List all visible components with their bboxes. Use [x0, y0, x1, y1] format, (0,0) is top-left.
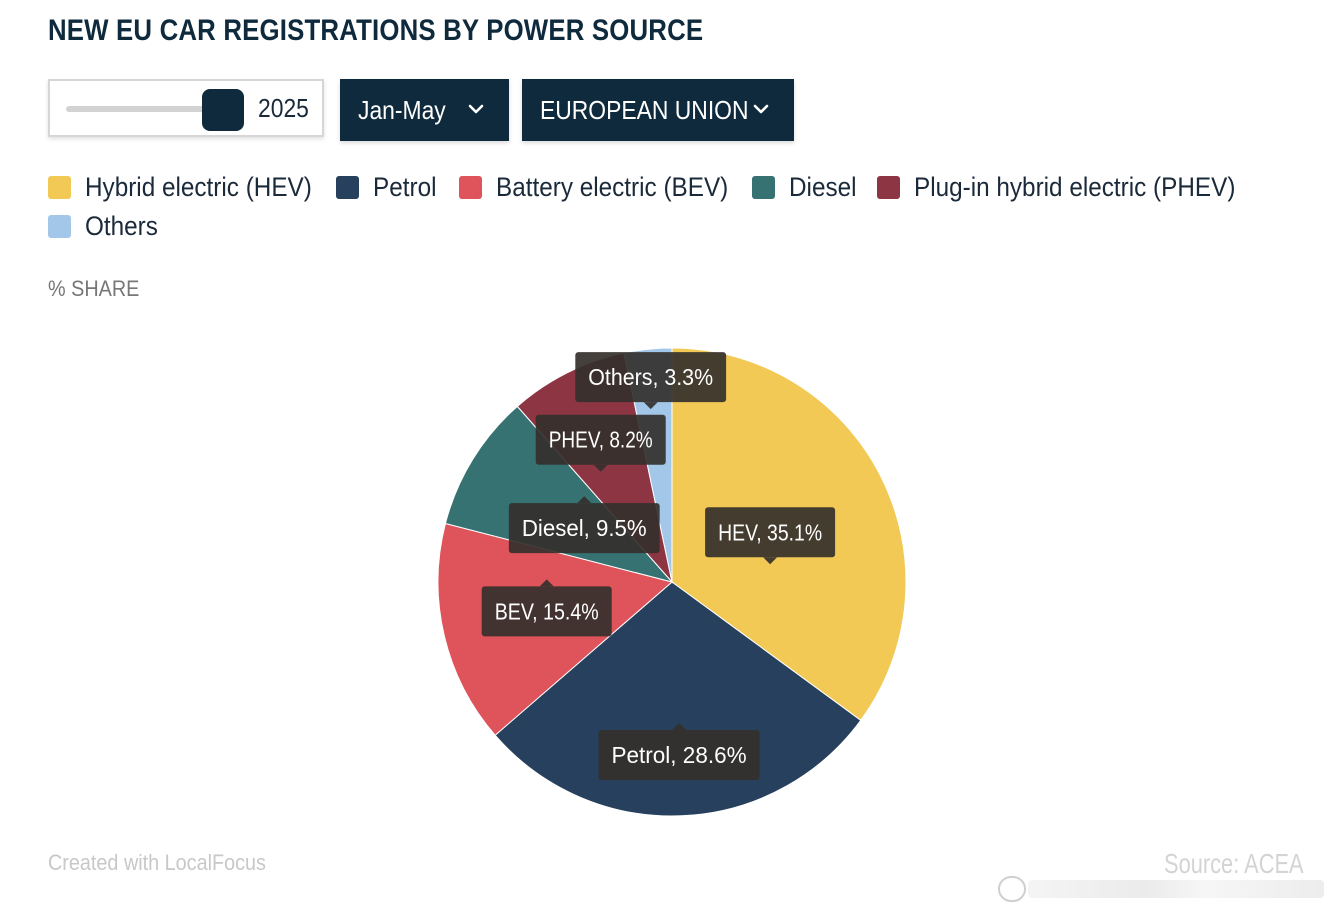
credit-text: Created with LocalFocus	[48, 850, 266, 875]
legend-item-others[interactable]: Others	[48, 211, 166, 242]
data-label-box	[508, 503, 660, 554]
data-label-pointer	[577, 496, 592, 504]
data-label-pointer	[643, 402, 658, 410]
data-label-pointer	[672, 723, 687, 731]
data-label-box	[535, 414, 666, 465]
legend-item-petrol[interactable]: Petrol	[336, 172, 444, 203]
legend-swatch	[459, 176, 482, 199]
year-slider[interactable]: 2025	[48, 79, 324, 137]
data-label-text: PHEV, 8.2%	[549, 427, 653, 453]
chevron-down-icon	[753, 104, 769, 114]
unit-label: % SHARE	[48, 276, 140, 301]
legend-swatch	[752, 176, 775, 199]
chart-title: NEW EU CAR REGISTRATIONS BY POWER SOURCE	[48, 14, 704, 47]
data-label-pointer	[763, 557, 778, 565]
legend-item-phev[interactable]: Plug-in hybrid electric (PHEV)	[877, 172, 1271, 203]
period-dropdown-label: Jan-May	[358, 94, 446, 125]
data-label-box	[705, 507, 836, 558]
slider-thumb[interactable]	[202, 89, 244, 131]
period-dropdown[interactable]: Jan-May	[340, 79, 509, 141]
legend-label: Plug-in hybrid electric (PHEV)	[914, 172, 1236, 202]
legend-swatch	[48, 215, 71, 238]
data-label-pointer	[593, 464, 608, 472]
legend-item-hev[interactable]: Hybrid electric (HEV)	[48, 172, 337, 203]
data-label-text: Petrol, 28.6%	[611, 742, 746, 768]
legend-swatch	[877, 176, 900, 199]
legend-item-diesel[interactable]: Diesel	[752, 172, 864, 203]
data-label-box	[481, 586, 612, 637]
legend-item-bev[interactable]: Battery electric (BEV)	[459, 172, 754, 203]
data-label-others: Others, 3.3%	[575, 352, 727, 410]
data-label-text: Diesel, 9.5%	[522, 515, 647, 541]
legend-swatch	[48, 176, 71, 199]
year-value: 2025	[258, 93, 309, 123]
data-label-phev: PHEV, 8.2%	[535, 414, 666, 472]
legend-label: Battery electric (BEV)	[496, 172, 729, 202]
data-label-diesel: Diesel, 9.5%	[508, 496, 660, 554]
slider-track[interactable]	[66, 106, 226, 112]
legend-label: Petrol	[373, 172, 437, 202]
region-dropdown-label: EUROPEAN UNION	[540, 94, 749, 125]
source-text: Source: ACEA	[1164, 848, 1304, 879]
chevron-down-icon	[468, 104, 484, 114]
data-label-text: BEV, 15.4%	[495, 598, 599, 624]
toggle-icon[interactable]	[998, 876, 1026, 902]
pie-slice-petrol[interactable]	[494, 581, 862, 817]
legend-swatch	[336, 176, 359, 199]
pie-data-labels: HEV, 35.1% Petrol, 28.6% BEV, 15.4% Diesel,…	[481, 352, 836, 781]
data-label-text: Others, 3.3%	[588, 364, 713, 390]
data-label-petrol: Petrol, 28.6%	[598, 723, 760, 781]
data-label-box	[575, 352, 727, 403]
data-label-pointer	[539, 579, 554, 587]
data-label-bev: BEV, 15.4%	[481, 579, 612, 637]
data-label-box	[598, 730, 760, 781]
legend-label: Diesel	[789, 172, 857, 202]
data-label-hev: HEV, 35.1%	[705, 507, 836, 565]
data-label-text: HEV, 35.1%	[718, 519, 822, 545]
region-dropdown[interactable]: EUROPEAN UNION	[522, 79, 794, 141]
legend-label: Hybrid electric (HEV)	[85, 172, 312, 202]
footer-bar	[1028, 880, 1324, 898]
legend-label: Others	[85, 211, 158, 241]
